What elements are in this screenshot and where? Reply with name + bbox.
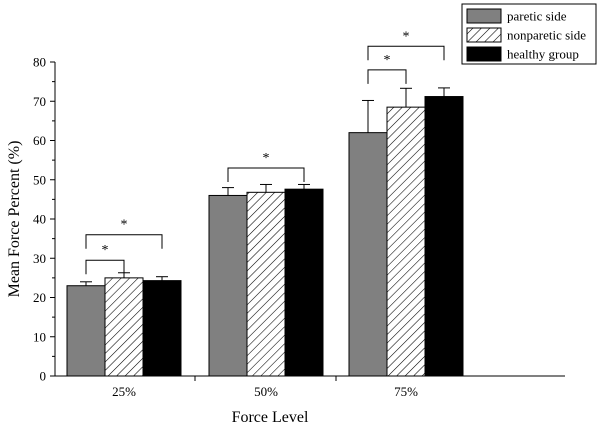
- significance-star-3: *: [384, 53, 391, 68]
- significance-brackets: * * * * *: [85, 29, 445, 275]
- x-tick-label-1: 50%: [254, 384, 278, 399]
- axes-layer: 0 10 20 30 40 50 60 70 80 25% 50% 75%: [33, 55, 565, 399]
- y-tick-label-70: 70: [33, 94, 46, 109]
- significance-bracket-1: [85, 234, 163, 249]
- legend: paretic side nonparetic side healthy group: [461, 3, 597, 65]
- bar-healthy-group-75pct: [424, 96, 464, 377]
- x-tick-label-2: 75%: [394, 384, 418, 399]
- y-axis-label: Mean Force Percent (%): [6, 141, 23, 298]
- legend-label-0: paretic side: [507, 9, 567, 24]
- significance-star-2: *: [263, 151, 270, 166]
- legend-swatch-1: [466, 27, 502, 43]
- significance-bracket-3: [367, 69, 407, 84]
- y-tick-label-0: 0: [40, 369, 47, 384]
- bar-nonparetic-side-50pct: [246, 191, 286, 377]
- y-tick-label-20: 20: [33, 290, 46, 305]
- y-tick-label-40: 40: [33, 212, 46, 227]
- bar-paretic-side-50pct: [208, 194, 248, 377]
- significance-star-0: *: [102, 243, 109, 258]
- y-tick-label-60: 60: [33, 133, 46, 148]
- significance-bracket-2: [227, 167, 305, 182]
- bar-nonparetic-side-75pct: [386, 106, 426, 377]
- y-tick-label-50: 50: [33, 172, 46, 187]
- significance-star-4: *: [403, 29, 410, 44]
- y-tick-label-10: 10: [33, 329, 46, 344]
- y-tick-label-80: 80: [33, 55, 46, 70]
- significance-star-1: *: [121, 218, 128, 233]
- bar-healthy-group-50pct: [284, 188, 324, 377]
- bar-paretic-side-25pct: [66, 285, 106, 377]
- significance-bracket-0: [85, 259, 125, 275]
- bar-nonparetic-side-25pct: [104, 277, 144, 377]
- legend-swatch-2: [466, 46, 502, 62]
- y-tick-label-30: 30: [33, 251, 46, 266]
- bar-healthy-group-25pct: [142, 280, 182, 377]
- bar-paretic-side-75pct: [348, 132, 388, 377]
- legend-label-2: healthy group: [507, 47, 579, 62]
- legend-swatch-0: [466, 8, 502, 24]
- x-tick-label-0: 25%: [112, 384, 136, 399]
- significance-bracket-4: [367, 45, 445, 61]
- x-axis-label: Force Level: [232, 409, 309, 426]
- bars-layer: [66, 87, 464, 377]
- legend-label-1: nonparetic side: [507, 28, 586, 43]
